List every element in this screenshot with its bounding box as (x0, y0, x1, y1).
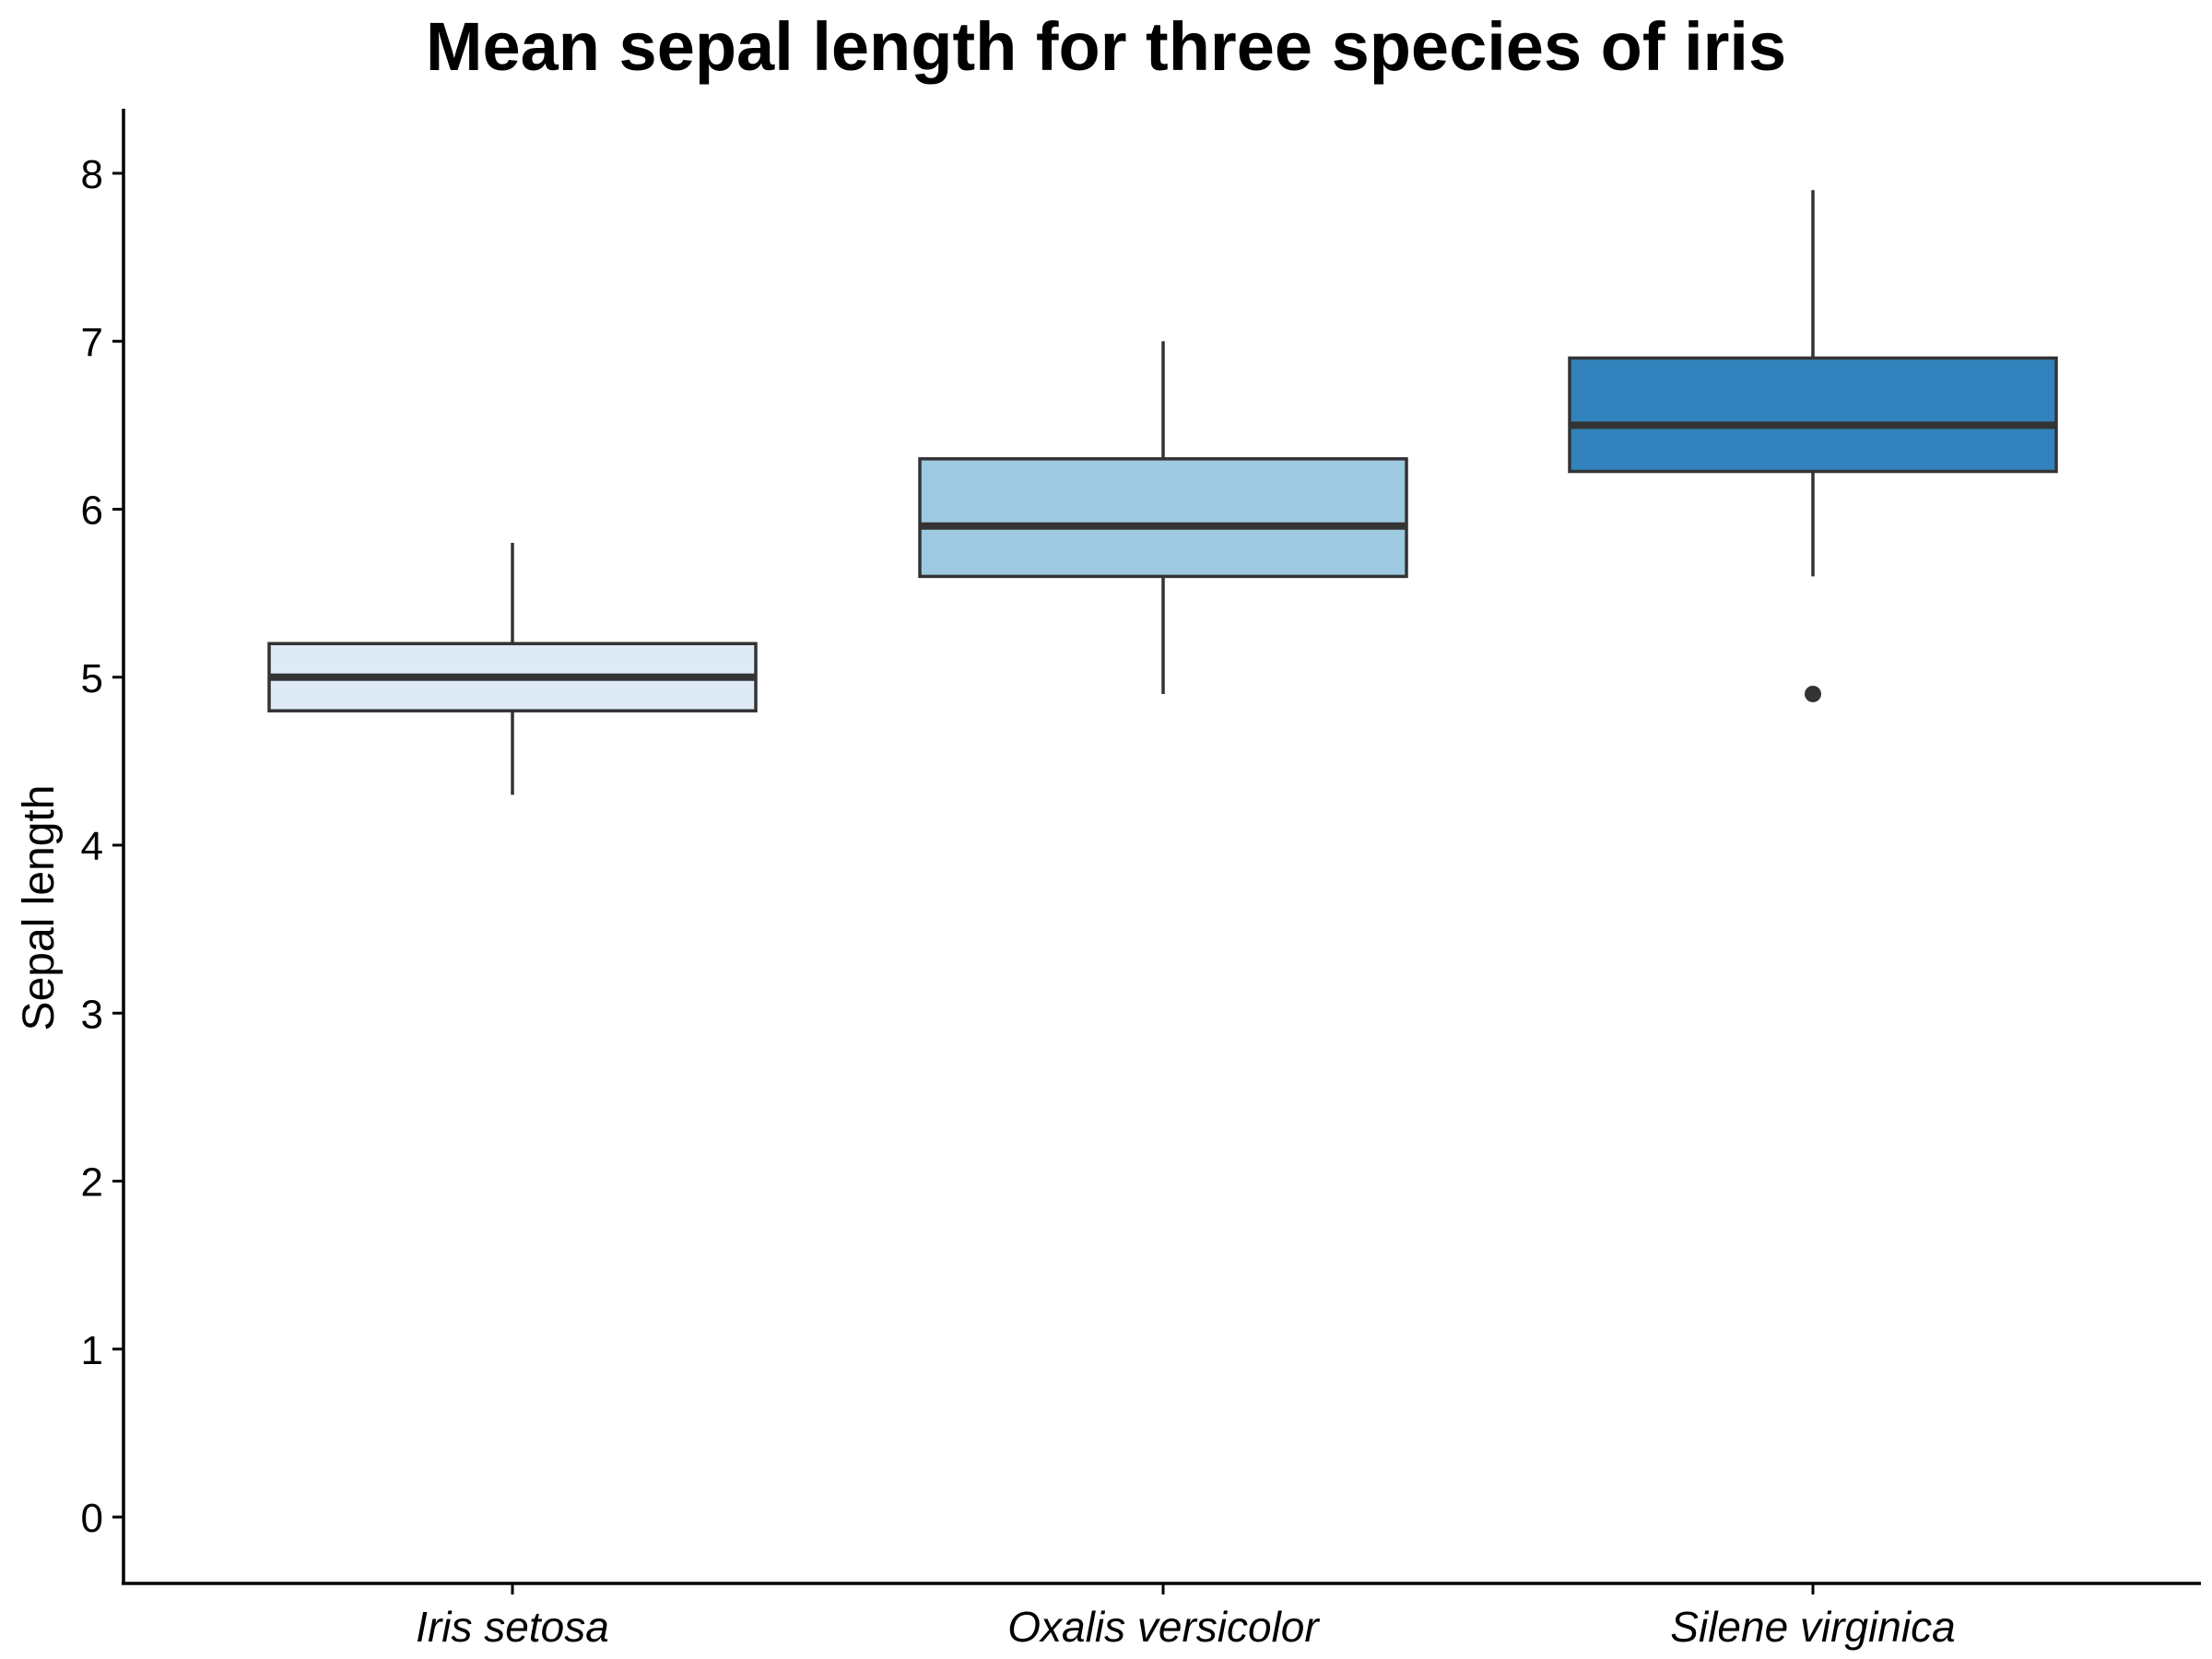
iqr-box (918, 457, 1408, 579)
x-tick-label: Iris setosa (416, 1603, 609, 1651)
y-tick-label: 5 (81, 656, 103, 701)
box-group (267, 542, 758, 795)
box-group (918, 341, 1408, 694)
y-tick-label: 6 (81, 488, 103, 534)
boxes-layer (267, 190, 2058, 795)
y-tick-label: 4 (81, 824, 103, 869)
y-axis-label: Sepal length (15, 785, 64, 1031)
box-group (1568, 190, 2058, 702)
chart-title: Mean sepal length for three species of i… (425, 8, 1787, 85)
y-tick-label: 0 (81, 1496, 103, 1541)
y-tick-label: 3 (81, 992, 103, 1037)
y-tick-label: 7 (81, 320, 103, 365)
y-tick-label: 1 (81, 1328, 103, 1373)
x-tick-label: Oxalis versicolor (1007, 1603, 1320, 1651)
axes-layer: 0 1 2 3 4 5 6 7 8 Iris setosa Oxalis versicolor Sil… (81, 109, 2201, 1651)
y-tick-label: 2 (81, 1160, 103, 1206)
x-tick-label: Silene virginica (1670, 1603, 1955, 1651)
outlier-point (1805, 685, 1821, 702)
iqr-box (1568, 356, 2058, 474)
y-tick-label: 8 (81, 152, 103, 197)
